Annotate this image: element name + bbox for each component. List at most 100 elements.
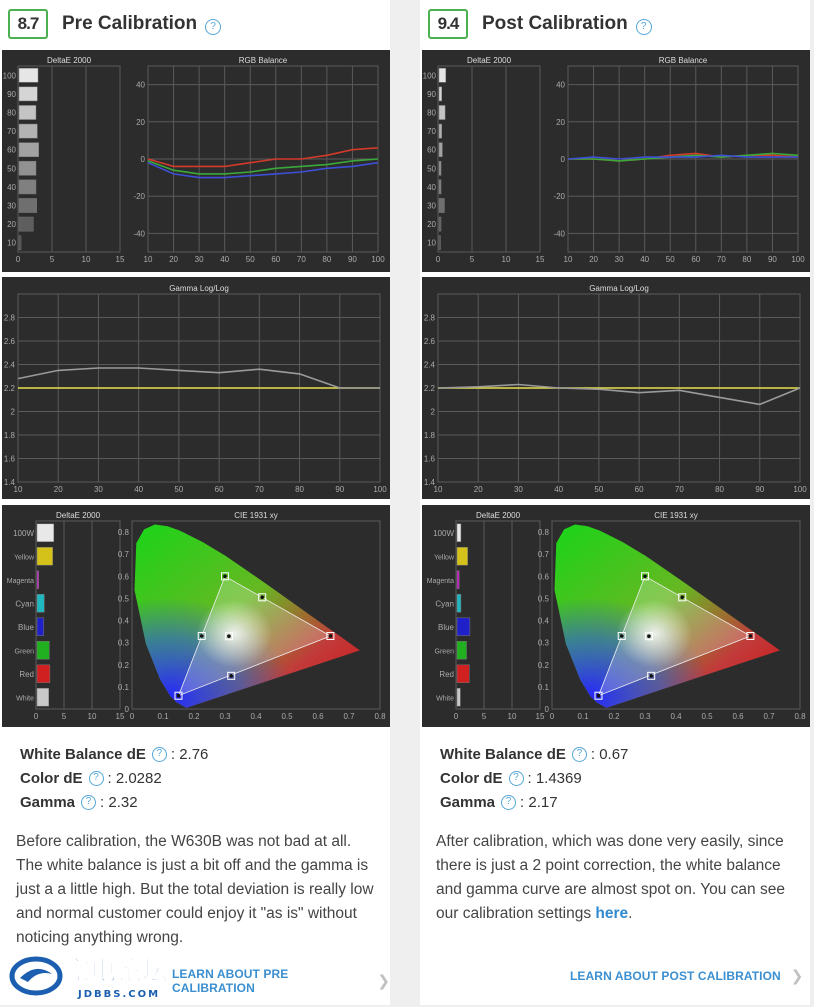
y-tick-label: 0.1 [538, 683, 550, 692]
target-marker [258, 593, 267, 602]
target-marker [647, 671, 656, 680]
stat-value: : 2.32 [100, 793, 138, 811]
grayscale-delta-e-chart: DeltaE 2000 0 5 10 15 100 90 80 70 60 50 40 30 20 10 [3, 56, 125, 264]
bar [18, 179, 37, 195]
color-charts-svg: DeltaE 2000 0 5 10 15 100W Yellow Magenta Cyan Bl… [427, 511, 806, 721]
y-tick-label: 0 [125, 705, 130, 714]
score-badge: 9.4 [428, 9, 468, 39]
x-tick-label: 0.8 [794, 712, 806, 721]
measured-point [260, 595, 265, 600]
help-icon[interactable]: ? [571, 746, 587, 762]
help-icon[interactable]: ? [205, 19, 222, 35]
x-tick-label: 0.7 [343, 712, 355, 721]
gamma-log-log-chart: Gamma Log/Log 10 20 30 40 50 60 70 80 90 100 2.8 2.6… [4, 284, 387, 494]
grayscale-charts: DeltaE 2000 0 5 10 15 100 90 80 70 60 50 40 30 20 10 R… [422, 50, 810, 272]
bar [36, 641, 50, 660]
bar [438, 123, 442, 139]
category-label: Blue [18, 623, 35, 632]
y-tick-label: 0.7 [538, 550, 550, 559]
stat-gamma: Gamma?: 2.17 [440, 790, 628, 814]
y-tick-label: 2 [11, 408, 16, 417]
chart-title: RGB Balance [239, 56, 288, 65]
x-tick-label: 30 [514, 485, 523, 494]
measured-point [619, 634, 624, 638]
panel-title-text: Post Calibration [482, 13, 628, 34]
measured-point [227, 634, 231, 639]
x-tick-label: 60 [691, 255, 700, 264]
measured-point [229, 674, 233, 678]
stat-label: Gamma [20, 793, 76, 811]
help-icon[interactable]: ? [81, 794, 97, 810]
bar [18, 142, 39, 158]
x-tick-label: 70 [675, 485, 684, 494]
watermark-svg: 家电论坛 JDBBS.COM [9, 956, 169, 1000]
x-tick-label: 70 [255, 485, 264, 494]
category-label: 90 [427, 90, 436, 99]
x-tick-label: 0.4 [670, 712, 682, 721]
x-tick-label: 0 [130, 712, 135, 721]
x-tick-label: 70 [297, 255, 306, 264]
x-tick-label: 50 [246, 255, 255, 264]
help-icon[interactable]: ? [635, 19, 652, 35]
calibration-settings-link[interactable]: here [595, 905, 629, 922]
stat-value: : 2.17 [520, 793, 558, 811]
help-icon[interactable]: ? [88, 770, 104, 786]
y-tick-label: -20 [553, 192, 565, 201]
x-tick-label: 50 [594, 485, 603, 494]
learn-post-calibration-link[interactable]: LEARN ABOUT POST CALIBRATION ❯ [570, 967, 803, 985]
category-label: 10 [427, 239, 436, 248]
learn-link-label: LEARN ABOUT POST CALIBRATION [570, 969, 781, 983]
category-label: Red [19, 670, 34, 679]
x-tick-label: 90 [348, 255, 357, 264]
chart-title: DeltaE 2000 [47, 56, 92, 65]
bar [438, 105, 446, 120]
description-body: After calibration, which was done very e… [436, 833, 785, 922]
x-tick-label: 10 [502, 255, 511, 264]
series-line [437, 383, 801, 406]
bar [456, 570, 460, 589]
chart-title: RGB Balance [659, 56, 708, 65]
watermark-text: 家电论坛 [64, 956, 168, 987]
x-tick-label: 5 [470, 255, 475, 264]
category-label: Magenta [7, 578, 34, 585]
bar [18, 105, 37, 120]
stat-white-balance: White Balance dE?: 0.67 [440, 742, 628, 766]
help-icon[interactable]: ? [151, 746, 167, 762]
y-tick-label: 0.2 [538, 661, 550, 670]
target-marker [174, 691, 183, 700]
x-tick-label: 20 [474, 485, 483, 494]
category-label: 100W [13, 529, 34, 538]
measured-point [649, 674, 653, 678]
learn-pre-calibration-link[interactable]: LEARN ABOUT PRE CALIBRATION ❯ [172, 967, 390, 995]
bar [18, 216, 34, 232]
category-label: 100 [3, 71, 17, 80]
bar [438, 67, 447, 83]
measured-point [680, 595, 684, 600]
x-tick-label: 90 [755, 485, 764, 494]
series-line [147, 147, 379, 168]
category-label: 30 [427, 202, 436, 211]
x-tick-label: 80 [322, 255, 331, 264]
category-label: 20 [7, 220, 16, 229]
x-tick-label: 5 [50, 255, 55, 264]
bar [18, 123, 38, 139]
x-tick-label: 20 [589, 255, 598, 264]
x-tick-label: 0.1 [157, 712, 169, 721]
x-tick-label: 70 [717, 255, 726, 264]
y-tick-label: 0.8 [118, 528, 130, 537]
bar [36, 688, 50, 707]
bar [438, 198, 445, 213]
x-tick-label: 15 [536, 712, 545, 721]
category-label: 20 [427, 220, 436, 229]
category-label: 100W [433, 529, 454, 538]
bar [36, 617, 44, 636]
help-icon[interactable]: ? [508, 770, 524, 786]
y-tick-label: 2.4 [424, 361, 436, 370]
bar [36, 547, 53, 566]
x-tick-label: 0.5 [701, 712, 713, 721]
stat-label: Gamma [440, 793, 496, 811]
x-tick-label: 0 [16, 255, 21, 264]
help-icon[interactable]: ? [501, 794, 517, 810]
x-tick-label: 15 [536, 255, 545, 264]
